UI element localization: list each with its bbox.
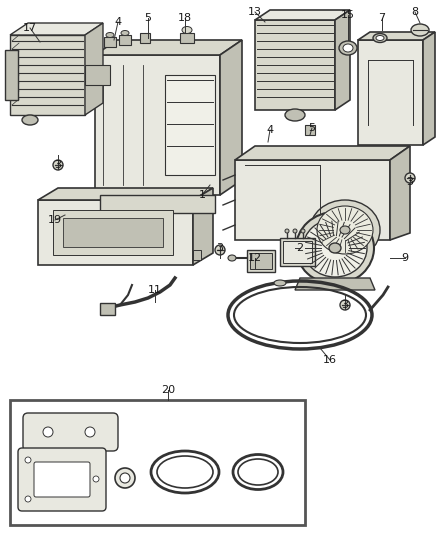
Text: 5: 5 <box>145 13 152 23</box>
Polygon shape <box>100 195 215 213</box>
Ellipse shape <box>121 30 129 36</box>
Text: 4: 4 <box>266 125 274 135</box>
Polygon shape <box>423 32 435 145</box>
Polygon shape <box>10 23 103 35</box>
Ellipse shape <box>93 476 99 482</box>
FancyBboxPatch shape <box>34 462 90 497</box>
Polygon shape <box>358 32 435 40</box>
Text: 3: 3 <box>406 177 413 187</box>
Polygon shape <box>100 303 115 315</box>
Text: 5: 5 <box>308 123 315 133</box>
Text: 13: 13 <box>248 7 262 17</box>
Polygon shape <box>193 188 213 265</box>
Polygon shape <box>390 146 410 240</box>
Ellipse shape <box>115 468 135 488</box>
Bar <box>250 253 272 269</box>
Polygon shape <box>295 278 375 290</box>
Text: 15: 15 <box>341 10 355 20</box>
Polygon shape <box>358 40 423 145</box>
Text: 3: 3 <box>216 243 223 253</box>
Polygon shape <box>5 50 18 100</box>
Polygon shape <box>335 10 350 110</box>
Ellipse shape <box>182 27 192 34</box>
Polygon shape <box>220 40 242 195</box>
Polygon shape <box>95 55 220 195</box>
Ellipse shape <box>25 496 31 502</box>
Ellipse shape <box>85 427 95 437</box>
Polygon shape <box>53 210 173 255</box>
Ellipse shape <box>25 457 31 463</box>
Polygon shape <box>63 218 163 247</box>
Ellipse shape <box>340 300 350 310</box>
Ellipse shape <box>215 245 225 255</box>
Text: 3: 3 <box>54 160 61 170</box>
Ellipse shape <box>310 200 380 260</box>
Ellipse shape <box>296 212 374 284</box>
Text: 12: 12 <box>248 253 262 263</box>
Ellipse shape <box>106 33 114 37</box>
Text: 11: 11 <box>148 285 162 295</box>
Ellipse shape <box>228 255 236 261</box>
Text: 1: 1 <box>198 190 205 200</box>
Ellipse shape <box>411 24 429 36</box>
Ellipse shape <box>317 206 373 254</box>
Ellipse shape <box>373 34 387 43</box>
Polygon shape <box>193 250 201 260</box>
Polygon shape <box>95 40 242 55</box>
Ellipse shape <box>405 173 415 183</box>
Ellipse shape <box>376 36 384 41</box>
Text: 8: 8 <box>411 7 419 17</box>
Bar <box>283 241 312 263</box>
Ellipse shape <box>285 229 289 233</box>
Ellipse shape <box>22 115 38 125</box>
Ellipse shape <box>285 109 305 121</box>
Text: 7: 7 <box>378 13 385 23</box>
Text: 3: 3 <box>342 300 349 310</box>
Ellipse shape <box>329 243 341 253</box>
Ellipse shape <box>293 229 297 233</box>
Text: 9: 9 <box>402 253 409 263</box>
Polygon shape <box>10 35 85 115</box>
Bar <box>119 35 131 45</box>
Bar <box>104 37 116 47</box>
Polygon shape <box>85 23 103 115</box>
Ellipse shape <box>303 219 367 277</box>
Ellipse shape <box>339 41 357 55</box>
Bar <box>247 250 275 272</box>
Bar <box>140 33 150 43</box>
Ellipse shape <box>343 44 353 52</box>
Polygon shape <box>235 160 390 240</box>
Polygon shape <box>165 75 215 175</box>
Text: 20: 20 <box>161 385 175 395</box>
Text: 18: 18 <box>178 13 192 23</box>
FancyBboxPatch shape <box>23 413 118 451</box>
Polygon shape <box>38 200 193 265</box>
Ellipse shape <box>120 473 130 483</box>
Bar <box>10 400 305 525</box>
Text: 16: 16 <box>323 355 337 365</box>
Text: 17: 17 <box>23 23 37 33</box>
Ellipse shape <box>43 427 53 437</box>
Polygon shape <box>255 20 335 110</box>
Ellipse shape <box>274 280 286 286</box>
Text: 2: 2 <box>297 243 304 253</box>
Polygon shape <box>255 10 350 20</box>
Ellipse shape <box>340 226 350 234</box>
Polygon shape <box>235 146 410 160</box>
Ellipse shape <box>53 160 63 170</box>
Text: 4: 4 <box>114 17 122 27</box>
Bar <box>305 125 315 135</box>
Polygon shape <box>85 65 110 85</box>
Ellipse shape <box>301 229 305 233</box>
Bar <box>180 33 194 43</box>
FancyBboxPatch shape <box>18 448 106 511</box>
Text: 19: 19 <box>48 215 62 225</box>
Polygon shape <box>38 188 213 200</box>
Bar <box>280 238 315 266</box>
